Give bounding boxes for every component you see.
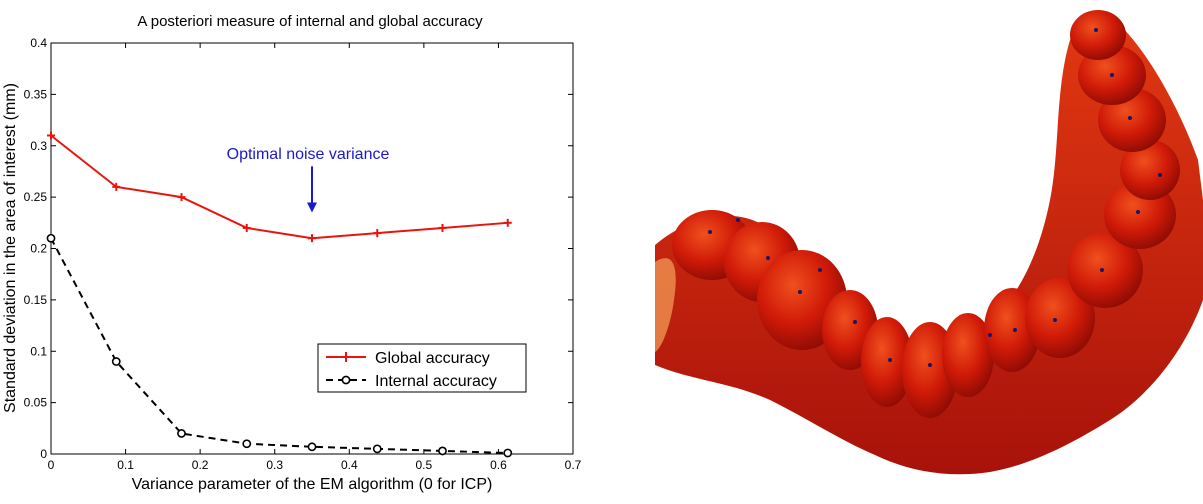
data-point-global	[373, 229, 382, 238]
legend-box	[317, 343, 527, 393]
y-tick-label: 0.4	[30, 36, 47, 50]
y-tick-label: 0	[40, 447, 47, 461]
data-point-global	[47, 131, 55, 140]
data-point-internal	[46, 233, 56, 243]
y-tick-label: 0.25	[24, 190, 48, 204]
data-point-internal	[111, 357, 121, 366]
x-tick-label: 0.2	[192, 458, 209, 472]
dental-arch-image	[650, 0, 1203, 499]
y-tick-label: 0.2	[30, 242, 47, 256]
annotation-text: Optimal noise variance	[227, 146, 390, 163]
data-point-internal	[438, 446, 447, 456]
dental-arch-3d-render-icon	[655, 10, 1203, 475]
series-layer	[46, 131, 513, 458]
x-tick-label: 0.3	[266, 458, 283, 472]
data-point-global	[308, 234, 316, 243]
x-tick-label: 0.6	[490, 458, 507, 472]
x-tick-label: 0.1	[117, 458, 134, 472]
series-line-0	[50, 134, 508, 240]
x-tick-label: 0	[48, 458, 55, 472]
y-tick-label: 0.35	[24, 87, 48, 101]
data-point-global	[438, 223, 447, 232]
x-tick-label: 0.5	[416, 458, 433, 472]
annotation: Optimal noise variance	[227, 146, 390, 213]
inner-highlight	[655, 258, 676, 352]
data-point-internal	[372, 444, 382, 454]
y-tick-label: 0.1	[30, 344, 47, 358]
chart-title: A posteriori measure of internal and glo…	[137, 13, 483, 30]
x-axis-label: Variance parameter of the EM algorithm (…	[132, 476, 493, 493]
legend-label-internal: Internal accuracy	[375, 373, 497, 390]
data-point-global	[177, 193, 186, 202]
landmark-dots	[708, 28, 1162, 367]
legend: Global accuracy Internal accuracy	[317, 343, 527, 393]
x-axis: 0 0.1 0.2 0.3 0.4 0.5 0.6 0.7	[48, 43, 582, 472]
data-point-internal	[503, 448, 513, 458]
annotation-arrow-head	[307, 202, 317, 213]
y-axis: 0 0.05 0.1 0.15 0.2 0.25 0.3 0.35 0.4	[24, 36, 573, 461]
teeth-group	[672, 10, 1180, 418]
y-tick-label: 0.15	[24, 293, 48, 307]
x-tick-label: 0.4	[341, 458, 358, 472]
legend-marker-internal	[341, 375, 351, 385]
y-axis-label: Standard deviation in the area of intere…	[2, 83, 19, 413]
chart: A posteriori measure of internal and glo…	[2, 13, 582, 493]
y-tick-label: 0.05	[24, 396, 48, 410]
data-point-internal	[242, 439, 252, 449]
data-point-global	[503, 218, 512, 227]
y-tick-label: 0.3	[30, 139, 47, 153]
x-tick-label: 0.7	[565, 458, 582, 472]
legend-marker-global	[341, 352, 351, 362]
legend-label-global: Global accuracy	[375, 350, 490, 367]
data-point-internal	[177, 429, 186, 438]
data-point-global	[112, 182, 121, 191]
data-point-internal	[307, 442, 317, 452]
data-point-global	[242, 223, 251, 232]
gum-base-shape	[655, 18, 1203, 475]
